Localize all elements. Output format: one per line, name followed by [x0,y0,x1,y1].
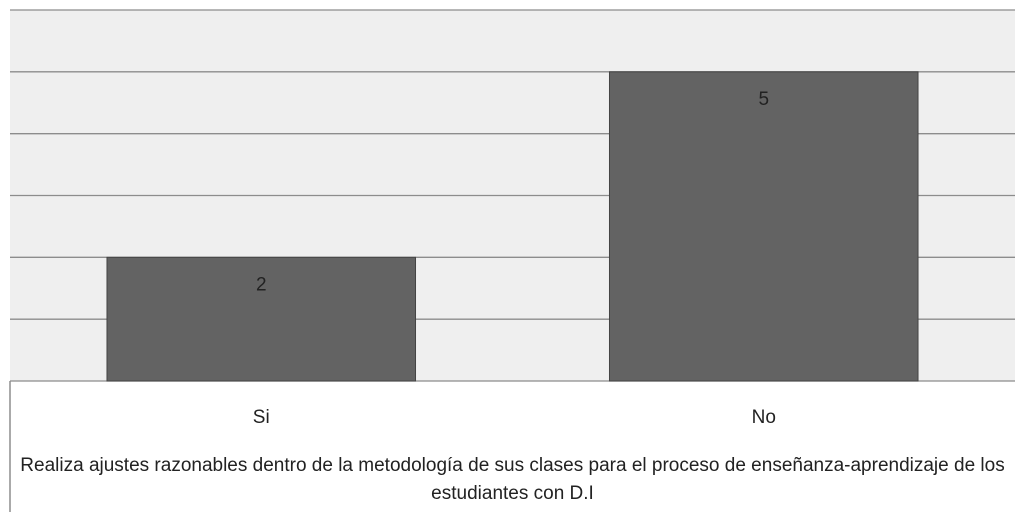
x-tick-label: Si [253,407,270,428]
x-tick-label: No [752,407,776,428]
data-label: 5 [758,89,769,110]
bar [608,71,919,382]
bar [106,256,417,382]
x-axis-title: Realiza ajustes razonables dentro de la … [20,455,1005,504]
data-label: 2 [256,274,267,295]
